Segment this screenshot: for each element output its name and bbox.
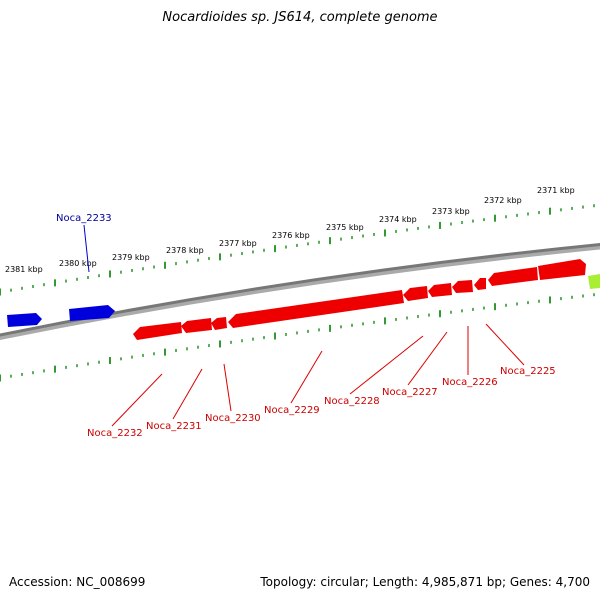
gene-label-noca-2230[interactable]: Noca_2230	[205, 413, 261, 424]
reverse-gene-arrow[interactable]	[488, 267, 538, 286]
reverse-gene-arrow[interactable]	[403, 286, 428, 301]
kbp-label: 2381 kbp	[5, 265, 43, 274]
kbp-label: 2380 kbp	[59, 259, 97, 268]
kbp-label: 2373 kbp	[432, 207, 470, 216]
accession-text: Accession: NC_008699	[9, 575, 146, 589]
gene-label-noca-2231[interactable]: Noca_2231	[146, 421, 202, 432]
reverse-gene-arrow[interactable]	[181, 318, 212, 333]
kbp-label: 2371 kbp	[537, 186, 575, 195]
forward-gene-arrow[interactable]	[69, 305, 115, 321]
reverse-gene-arrow[interactable]	[228, 290, 404, 328]
kbp-label-layer: 2381 kbp 2380 kbp 2379 kbp 2378 kbp 2377 kbp…	[5, 186, 575, 274]
gene-label-layer: Noca_2233Noca_2232Noca_2231Noca_2230Noca…	[56, 213, 556, 439]
forward-gene-arrow[interactable]	[7, 313, 42, 327]
gene-leader-line	[485, 323, 525, 366]
reverse-genes	[133, 259, 600, 340]
topology-text: Topology: circular; Length: 4,985,871 bp…	[260, 575, 590, 589]
other-gene-arrow[interactable]	[588, 274, 600, 289]
gene-leader-line	[349, 335, 424, 395]
kbp-label: 2374 kbp	[379, 215, 417, 224]
reverse-gene-arrow[interactable]	[428, 283, 452, 297]
gene-label-noca-2229[interactable]: Noca_2229	[264, 405, 320, 416]
map-title: Nocardioides sp. JS614, complete genome	[162, 10, 438, 25]
outer-tick-track	[0, 204, 595, 296]
gene-leader-line	[111, 373, 163, 427]
kbp-label: 2375 kbp	[326, 223, 364, 232]
gene-label-noca-2228[interactable]: Noca_2228	[324, 396, 380, 407]
forward-genes	[7, 305, 115, 327]
gene-leader-line	[223, 363, 232, 412]
gene-leader-line	[407, 331, 448, 386]
reverse-gene-arrow[interactable]	[452, 280, 473, 293]
kbp-label: 2379 kbp	[112, 253, 150, 262]
gene-label-noca-2227[interactable]: Noca_2227	[382, 387, 438, 398]
reverse-gene-arrow[interactable]	[211, 317, 227, 330]
reverse-gene-arrow[interactable]	[474, 278, 486, 290]
reverse-gene-arrow[interactable]	[538, 259, 586, 280]
gene-leader-line	[290, 350, 323, 404]
gene-leader-line	[83, 224, 90, 273]
gene-label-noca-2233[interactable]: Noca_2233	[56, 213, 112, 224]
kbp-label: 2372 kbp	[484, 196, 522, 205]
kbp-label: 2378 kbp	[166, 246, 204, 255]
reverse-gene-arrow[interactable]	[133, 322, 182, 340]
gene-label-noca-2226[interactable]: Noca_2226	[442, 377, 498, 388]
genome-backbone-shadow	[0, 243, 600, 341]
gene-label-noca-2225[interactable]: Noca_2225	[500, 366, 556, 377]
kbp-label: 2376 kbp	[272, 231, 310, 240]
gene-leader-line	[172, 368, 203, 420]
kbp-label: 2377 kbp	[219, 239, 257, 248]
gene-label-noca-2232[interactable]: Noca_2232	[87, 428, 143, 439]
inner-tick-track	[0, 293, 595, 382]
